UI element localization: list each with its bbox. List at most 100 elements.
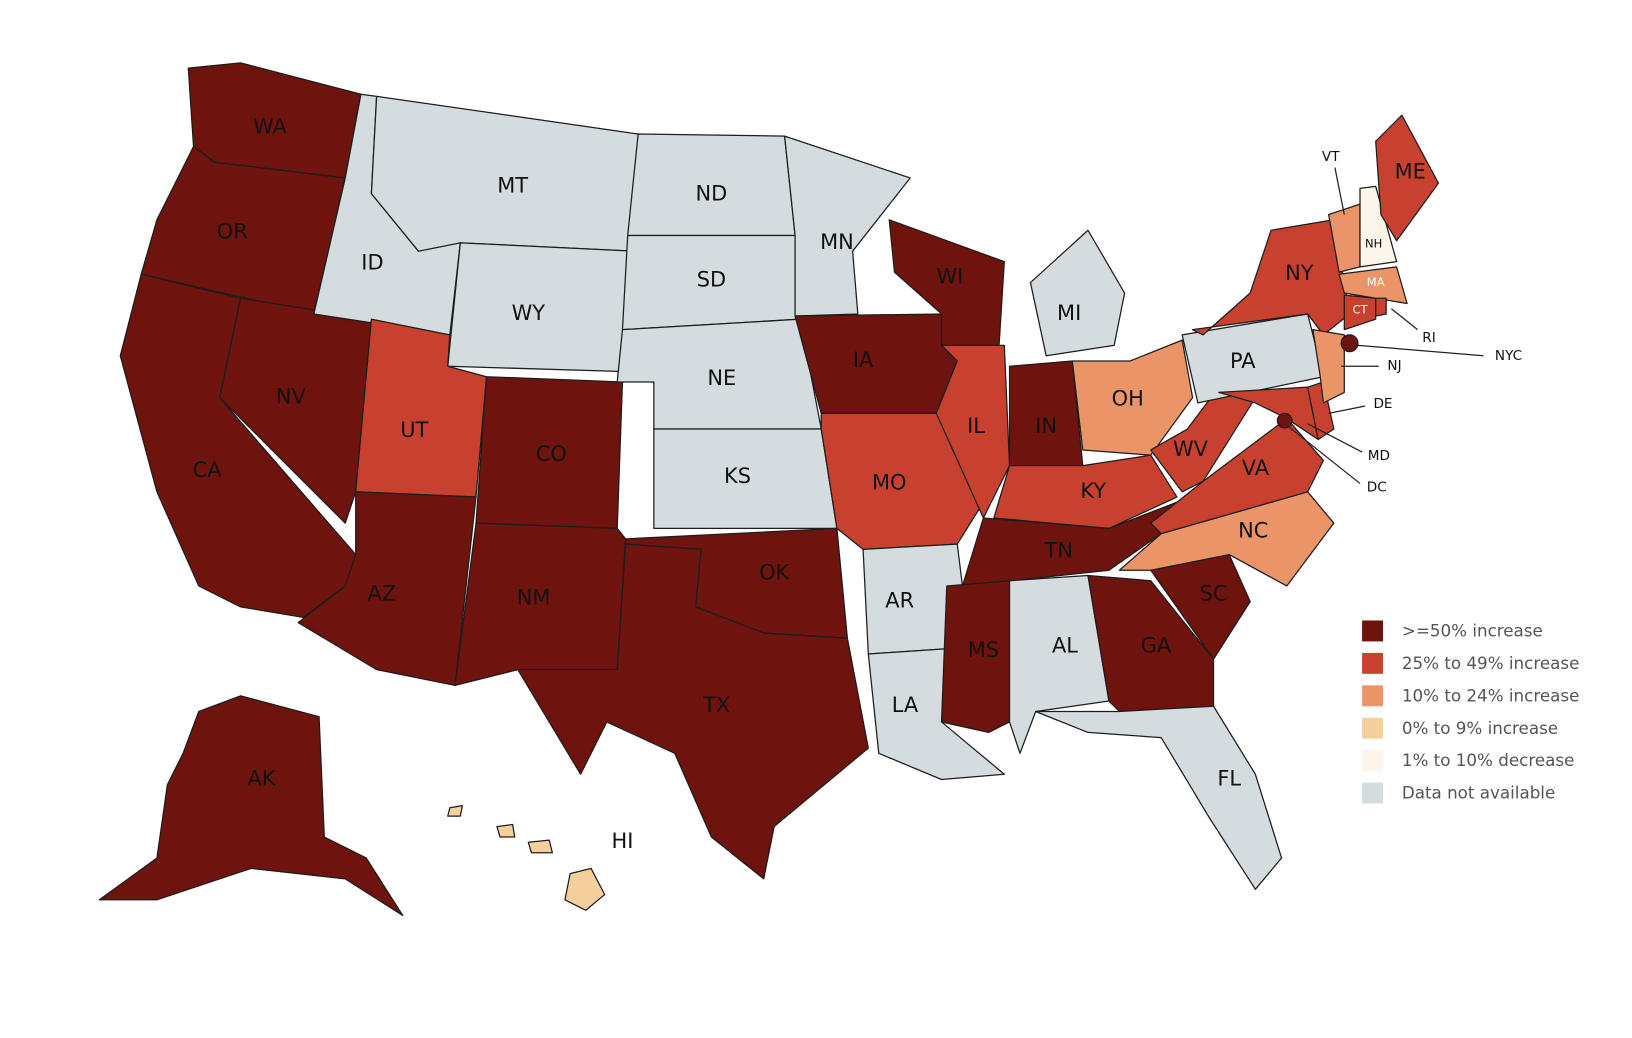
- island: [564, 867, 606, 911]
- state-label: MT: [497, 173, 528, 197]
- legend-swatch: [1362, 620, 1384, 642]
- state-label: AZ: [368, 581, 397, 605]
- legend-label: 0% to 9% increase: [1402, 718, 1558, 738]
- state: [993, 454, 1178, 530]
- state: [1338, 266, 1408, 305]
- state: [517, 543, 869, 880]
- legend-swatch: [1362, 685, 1384, 707]
- state-label: CT: [1352, 302, 1368, 316]
- state-label: SC: [1200, 581, 1228, 605]
- state-label: CA: [193, 458, 223, 482]
- state-label: ID: [361, 251, 383, 275]
- city-label: NYC: [1495, 348, 1522, 364]
- state-label: NY: [1285, 261, 1314, 285]
- state: [1375, 297, 1387, 317]
- leader: [1288, 426, 1361, 484]
- state-label: MD: [1368, 448, 1390, 464]
- state-label: AL: [1052, 634, 1078, 658]
- state-label: OR: [217, 219, 248, 243]
- legend-swatch: [1362, 652, 1384, 674]
- state-label: UT: [400, 418, 428, 442]
- state-label: OK: [759, 560, 790, 584]
- state-label: MS: [968, 638, 999, 662]
- state: [1071, 339, 1194, 456]
- legend: >=50% increase 25% to 49% increase 10% t…: [1362, 620, 1580, 804]
- state-label: WV: [1173, 437, 1209, 461]
- island: [496, 823, 516, 838]
- legend-label: 1% to 10% decrease: [1402, 750, 1575, 770]
- state-label: FL: [1217, 766, 1241, 790]
- city-dot: [1340, 334, 1359, 353]
- state-label: HI: [612, 829, 634, 853]
- state-label: OH: [1112, 387, 1144, 411]
- state: [783, 135, 911, 317]
- leaders: [1288, 167, 1484, 484]
- state-label: MN: [820, 230, 854, 254]
- state: [1312, 329, 1345, 404]
- state-label: CO: [536, 442, 567, 466]
- state-label: MO: [872, 470, 907, 494]
- state-label: PA: [1230, 349, 1256, 373]
- legend-label: 25% to 49% increase: [1402, 653, 1580, 673]
- island: [527, 839, 553, 854]
- state-label: AR: [885, 589, 914, 613]
- state-label: IL: [967, 414, 985, 438]
- state: [1307, 381, 1335, 441]
- leader: [1328, 405, 1366, 414]
- state-label: WA: [253, 115, 288, 139]
- state-label: LA: [892, 693, 919, 717]
- city-label: DC: [1367, 480, 1387, 496]
- state: [1218, 386, 1319, 441]
- leader: [1390, 308, 1418, 331]
- leader: [1357, 344, 1484, 357]
- state-label: GA: [1141, 634, 1172, 658]
- state-label: MI: [1057, 301, 1081, 325]
- state: [447, 805, 606, 911]
- state-label: MA: [1367, 275, 1385, 289]
- state-label: KY: [1080, 479, 1106, 503]
- legend-swatch: [1362, 750, 1384, 772]
- island: [447, 805, 464, 817]
- labels: WA OR CA NV ID MT WY UT CO AZ NM ND SD N…: [193, 115, 1522, 854]
- state-label: NE: [707, 366, 736, 390]
- state: [1343, 294, 1377, 331]
- legend-swatch: [1362, 782, 1384, 804]
- legend-label: Data not available: [1402, 783, 1555, 803]
- state-label: ME: [1395, 160, 1426, 184]
- state-label: NJ: [1387, 358, 1401, 374]
- state-label: VT: [1322, 149, 1340, 165]
- state: [1191, 219, 1351, 336]
- state: [1029, 229, 1126, 357]
- state-label: IN: [1035, 414, 1057, 438]
- state-label: NC: [1238, 519, 1268, 543]
- state: [297, 491, 477, 686]
- state-label: TN: [1043, 538, 1072, 562]
- state-label: WI: [936, 264, 963, 288]
- state-label: VA: [1242, 456, 1270, 480]
- state: [794, 313, 958, 414]
- legend-label: >=50% increase: [1402, 620, 1543, 640]
- state: [1035, 705, 1283, 890]
- state-label: AK: [248, 766, 277, 790]
- state-label: SD: [697, 267, 726, 291]
- city-dot: [1276, 412, 1293, 429]
- state-label: NM: [517, 586, 551, 610]
- state: [940, 580, 1011, 734]
- state-label: WY: [512, 301, 546, 325]
- state-label: RI: [1422, 330, 1435, 346]
- state-label: NV: [276, 385, 307, 409]
- state-label: TX: [702, 693, 730, 717]
- state: [1375, 114, 1440, 242]
- state-label: ND: [696, 182, 728, 206]
- state-label: DE: [1373, 396, 1392, 412]
- leader: [1307, 423, 1363, 453]
- state-label: KS: [724, 464, 751, 488]
- legend-swatch: [1362, 717, 1384, 739]
- state: [1359, 185, 1398, 268]
- states: [98, 62, 1440, 917]
- state: [98, 695, 404, 917]
- state-label: IA: [853, 348, 874, 372]
- state-label: NH: [1365, 236, 1382, 250]
- legend-label: 10% to 24% increase: [1402, 685, 1580, 705]
